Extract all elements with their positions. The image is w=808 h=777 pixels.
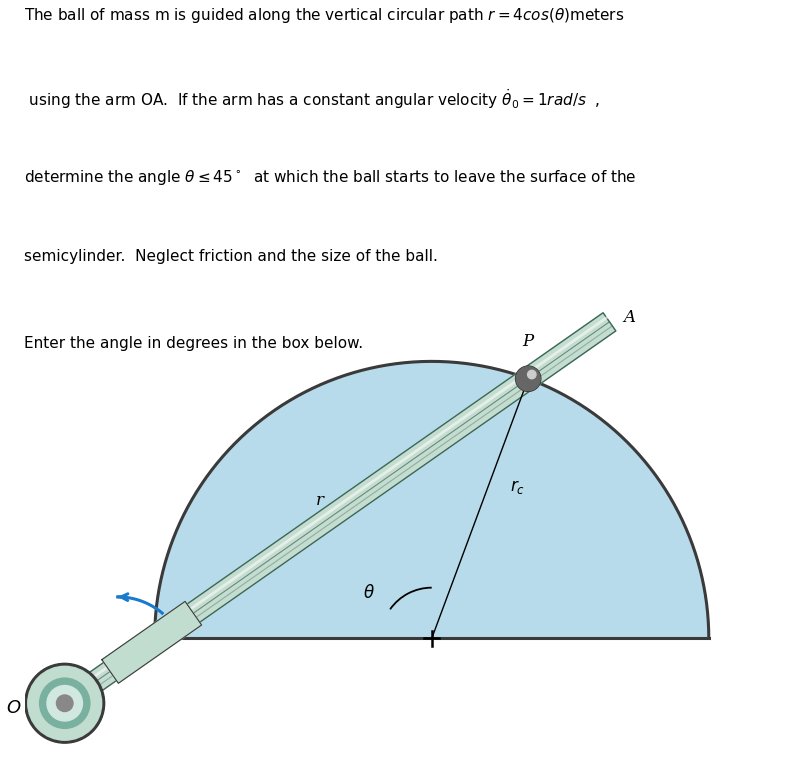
Circle shape (25, 664, 104, 743)
Text: determine the angle $\theta \leq 45^\circ$  at which the ball starts to leave th: determine the angle $\theta \leq 45^\cir… (24, 168, 637, 186)
Circle shape (528, 371, 536, 378)
Text: using the arm OA.  If the arm has a constant angular velocity $\dot{\theta}_0 = : using the arm OA. If the arm has a const… (24, 87, 600, 111)
Text: Enter the angle in degrees in the box below.: Enter the angle in degrees in the box be… (24, 336, 364, 350)
Circle shape (47, 685, 82, 721)
Circle shape (27, 667, 102, 740)
Polygon shape (58, 313, 616, 713)
Text: P: P (523, 333, 534, 350)
Circle shape (57, 695, 73, 712)
Text: O: O (6, 699, 20, 717)
Text: $\theta$: $\theta$ (364, 584, 375, 602)
Polygon shape (154, 361, 709, 639)
Circle shape (40, 678, 90, 728)
Text: $r_c$: $r_c$ (510, 478, 525, 497)
Polygon shape (102, 601, 202, 683)
Circle shape (516, 367, 541, 391)
Text: semicylinder.  Neglect friction and the size of the ball.: semicylinder. Neglect friction and the s… (24, 249, 438, 263)
Text: r: r (316, 492, 324, 509)
Text: A: A (623, 308, 635, 326)
Text: The ball of mass m is guided along the vertical circular path $r = 4cos(\theta)$: The ball of mass m is guided along the v… (24, 6, 625, 25)
Circle shape (516, 366, 541, 392)
